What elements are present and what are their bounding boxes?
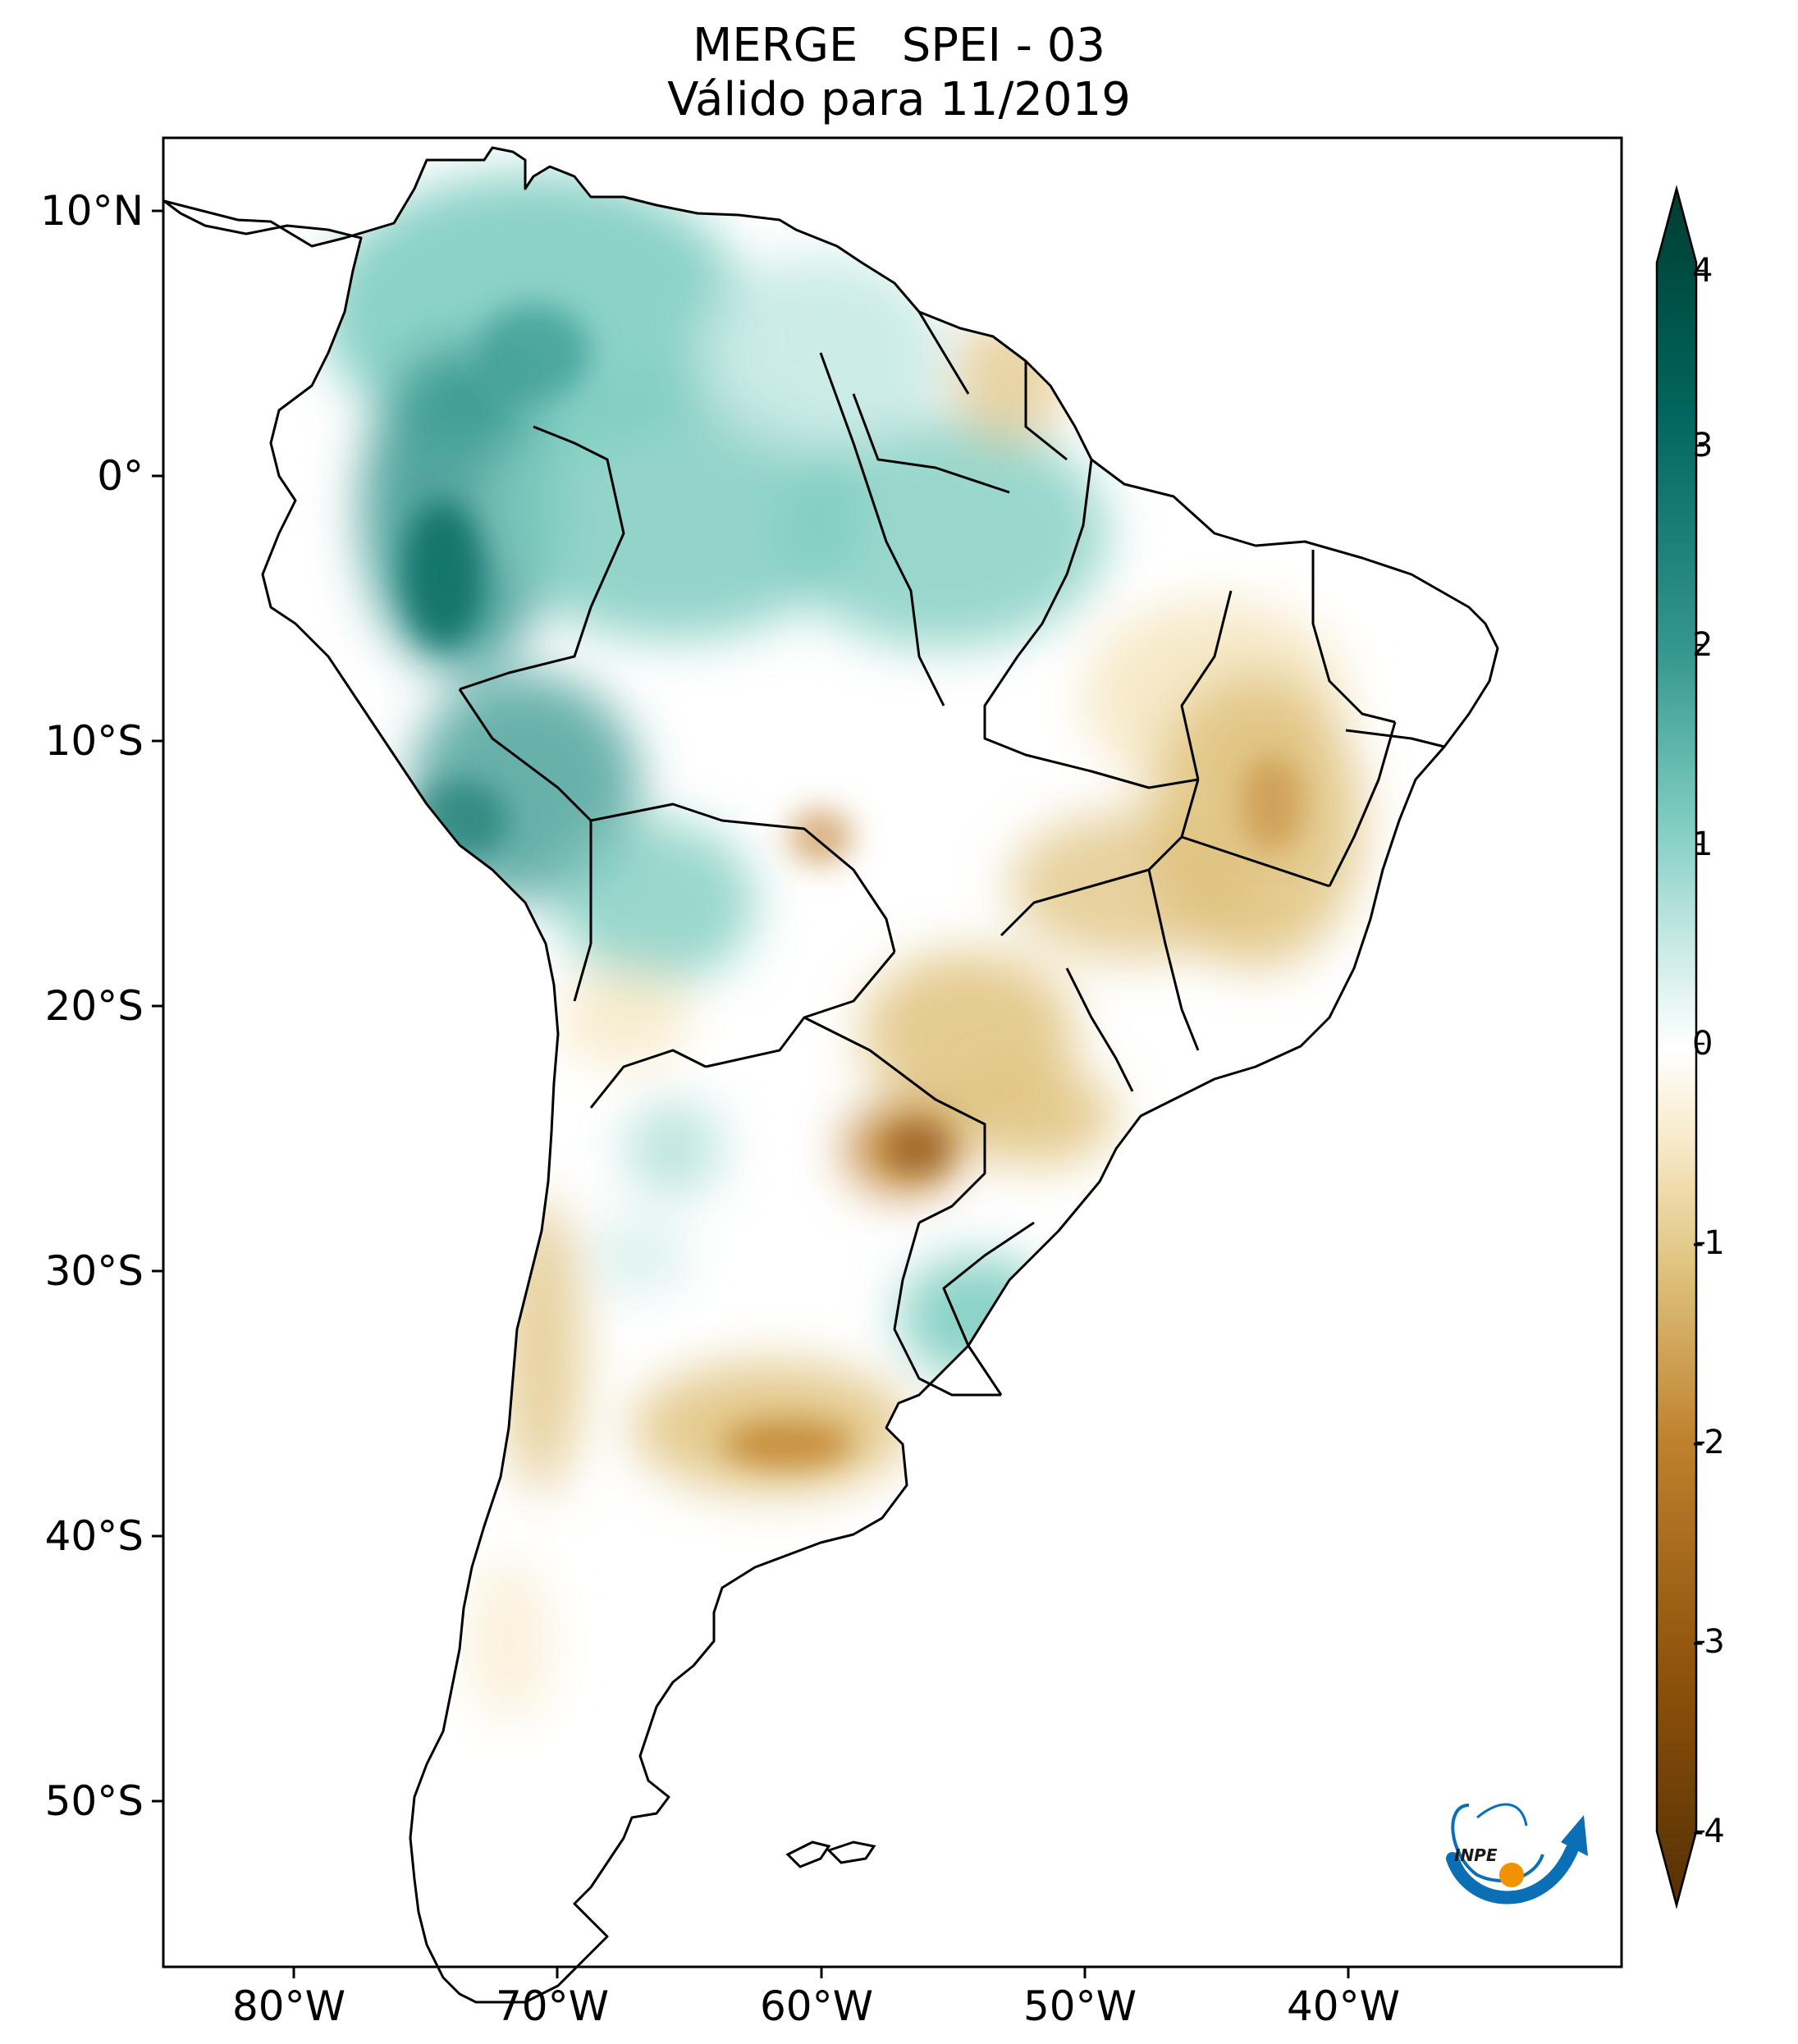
colorbar-tick-label: -4	[1692, 1813, 1725, 1850]
colorbar-tick-label: 3	[1692, 427, 1713, 464]
colorbar-tick-label: 0	[1692, 1025, 1713, 1063]
colorbar-tick-label: -3	[1692, 1623, 1725, 1661]
colorbar-tick-marks	[1696, 269, 1704, 1833]
lat-tick-label: 10°N	[39, 187, 144, 235]
inpe-logo: INPE	[1446, 1803, 1588, 1905]
colorbar-tick-label: -1	[1692, 1224, 1725, 1262]
lat-tick-label: 0°	[97, 452, 144, 500]
lon-tick-label: 60°W	[760, 1982, 874, 2030]
inpe-logo-text: INPE	[1454, 1845, 1498, 1865]
colorbar	[1655, 185, 1698, 1909]
lon-tick-label: 40°W	[1287, 1982, 1401, 2030]
lon-tick-label: 80°W	[232, 1982, 346, 2030]
colorbar-tick-label: 2	[1692, 626, 1713, 664]
lat-tick-marks	[152, 209, 163, 1803]
falkland-islands	[785, 1841, 876, 1868]
map-title-line1: MERGE SPEI - 03	[692, 19, 1106, 72]
lat-tick-label: 20°S	[44, 982, 144, 1030]
colorbar-tick-label: -2	[1692, 1424, 1725, 1461]
lon-tick-marks	[292, 1967, 1350, 1978]
map-title-line2: Válido para 11/2019	[667, 73, 1131, 126]
colorbar-tick-label: 1	[1692, 825, 1713, 863]
colorbar-tick-label: 4	[1692, 252, 1713, 290]
map-frame	[162, 136, 1623, 1969]
lat-tick-label: 40°S	[44, 1512, 144, 1560]
lat-tick-label: 30°S	[44, 1247, 144, 1295]
lat-tick-label: 50°S	[44, 1777, 144, 1825]
country-borders	[162, 146, 1499, 2004]
lon-tick-label: 50°W	[1023, 1982, 1137, 2030]
lon-tick-label: 70°W	[496, 1982, 610, 2030]
lat-tick-label: 10°S	[44, 717, 144, 765]
